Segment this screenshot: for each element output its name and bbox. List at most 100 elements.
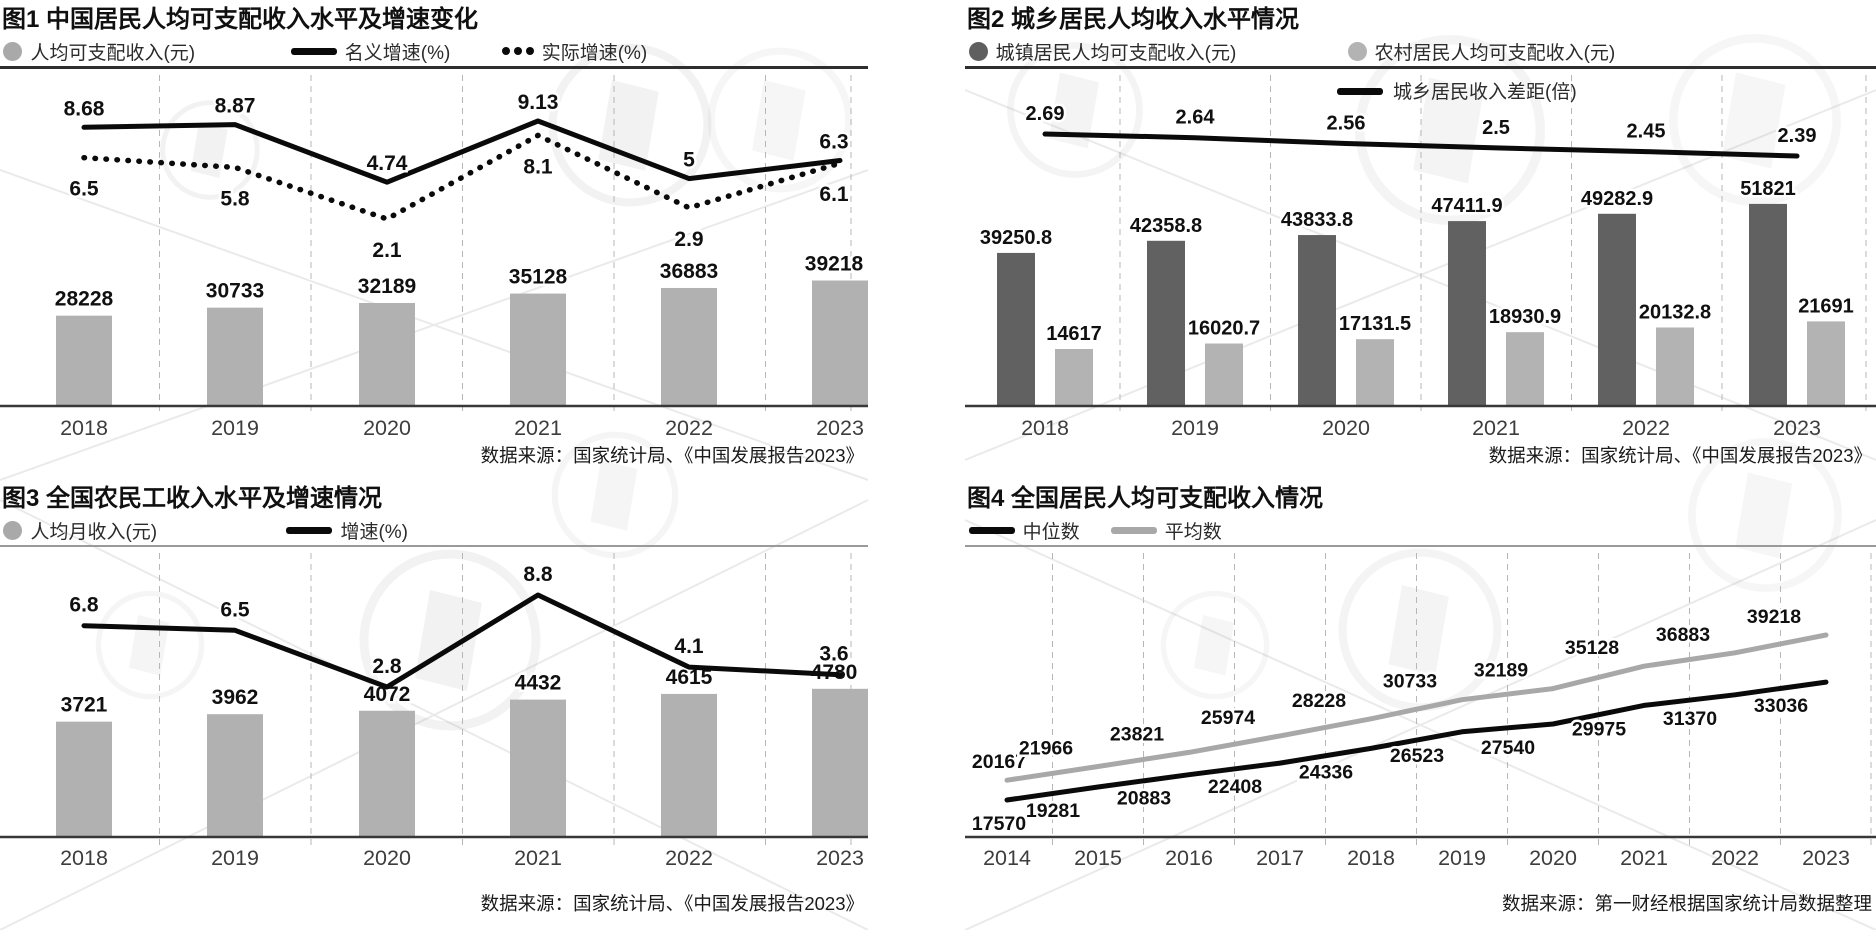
year-label: 2023	[816, 846, 864, 870]
year-label: 2020	[1529, 846, 1577, 870]
chart2-source: 数据来源：国家统计局、《中国发展报告2023》	[965, 442, 1876, 468]
line-value-label: 2.5	[1482, 117, 1510, 139]
line-value-label: 26523	[1390, 745, 1444, 767]
legend-label: 平均数	[1164, 521, 1222, 543]
line-value-label: 30733	[1383, 671, 1437, 693]
year-label: 2019	[1171, 416, 1219, 439]
legend-item: 人均月收入(元)	[3, 518, 158, 543]
line-value-label: 17570	[972, 813, 1026, 835]
chart2-title: 图2 城乡居民人均收入水平情况	[967, 6, 1300, 33]
line-value-label: 8.87	[215, 95, 256, 118]
line-value-label: 29975	[1572, 718, 1626, 740]
bar	[1147, 240, 1185, 406]
bar	[207, 307, 263, 406]
year-label: 2020	[1322, 416, 1370, 439]
line-value-label: 2.8	[372, 655, 402, 678]
year-label: 2022	[665, 846, 713, 870]
year-label: 2014	[983, 846, 1031, 870]
bar	[510, 699, 566, 837]
legend-label: 农村居民人均可支配收入(元)	[1374, 42, 1616, 64]
bar-value-label: 49282.9	[1581, 188, 1653, 210]
year-label: 2020	[363, 416, 411, 439]
line-value-label: 33036	[1754, 695, 1808, 717]
year-label: 2022	[665, 416, 713, 439]
bar	[207, 714, 263, 837]
line-value-label: 8.68	[64, 97, 105, 120]
line-series	[81, 118, 843, 185]
legend-item: 农村居民人均可支配收入(元)	[1347, 39, 1616, 64]
bar-value-label: 42358.8	[1130, 215, 1202, 237]
bar	[1205, 343, 1243, 406]
bar	[56, 721, 112, 837]
chart3-legend: 人均月收入(元) 增速(%)	[0, 518, 868, 545]
chart3-title: 图3 全国农民工收入水平及增速情况	[2, 485, 383, 512]
bar	[812, 688, 868, 837]
chart2-legend: 城镇居民人均可支配收入(元) 农村居民人均可支配收入(元)	[965, 39, 1876, 66]
line-value-label: 21966	[1019, 737, 1073, 759]
dot-swatch-icon	[968, 41, 988, 61]
bar-value-label: 4432	[515, 672, 562, 695]
line-series	[1004, 679, 1829, 803]
year-label: 2021	[514, 416, 562, 439]
bar	[1055, 348, 1093, 406]
line-value-label: 2.64	[1176, 107, 1216, 129]
bar	[1298, 235, 1336, 406]
line-value-label: 4.1	[674, 635, 704, 658]
dot-swatch-icon	[3, 41, 23, 61]
bar	[1356, 339, 1394, 406]
chart1-source: 数据来源：国家统计局、《中国发展报告2023》	[0, 442, 868, 468]
line-value-label: 32189	[1474, 660, 1528, 682]
line-value-label: 5	[683, 149, 695, 172]
chart3-plot-area: 3721 3962 4072 4432 4615 4780 6.8 6.5 2.8 8.8 4.1 3…	[0, 545, 868, 887]
year-label: 2023	[1802, 846, 1850, 870]
legend-item: 城镇居民人均可支配收入(元)	[968, 39, 1236, 64]
bar-value-label: 14617	[1046, 323, 1102, 345]
chart1-title: 图1 中国居民人均可支配收入水平及增速变化	[2, 6, 479, 33]
line-swatch-icon	[286, 526, 333, 534]
chart2-plot: 39250.8 42358.8 43833.8 47411.9 49282.9 51821…	[965, 75, 1876, 439]
line-series	[1042, 131, 1800, 159]
chart1-plot: 28228 30733 32189 35128 36883 39218 8.68 8.87 4.…	[0, 75, 868, 439]
bar-value-label: 47411.9	[1431, 195, 1502, 217]
line-value-label: 2.45	[1627, 121, 1666, 143]
year-label: 2016	[1165, 846, 1213, 870]
line-value-label: 6.8	[69, 594, 99, 617]
year-label: 2018	[1347, 846, 1395, 870]
line-value-label: 2.1	[372, 239, 402, 262]
chart3-source-text: 数据来源：国家统计局、《中国发展报告2023》	[480, 893, 864, 914]
legend-item: 平均数	[1110, 518, 1222, 543]
line-value-label: 2.56	[1327, 113, 1366, 135]
line-value-label: 6.5	[69, 178, 99, 201]
year-label: 2022	[1622, 416, 1670, 439]
legend-label: 中位数	[1022, 521, 1080, 543]
chart2-source-text: 数据来源：国家统计局、《中国发展报告2023》	[1488, 445, 1872, 466]
chart4-source-text: 数据来源：第一财经根据国家统计局数据整理	[1501, 893, 1872, 914]
dotted-line-series	[81, 132, 843, 222]
chart2-panel: 图2 城乡居民人均收入水平情况 城镇居民人均可支配收入(元) 农村居民人均可支配收…	[965, 0, 1876, 467]
legend-label: 人均月收入(元)	[30, 521, 158, 543]
bar	[1448, 221, 1486, 406]
year-label: 2023	[816, 416, 864, 439]
line-value-label: 6.3	[819, 130, 848, 153]
chart1-legend: 人均可支配收入(元) 名义增速(%) 实际增速(%)	[0, 39, 868, 66]
legend-label: 名义增速(%)	[344, 42, 451, 64]
chart1-plot-area: 28228 30733 32189 35128 36883 39218 8.68 8.87 4.…	[0, 66, 868, 439]
line-swatch-icon	[1337, 88, 1383, 95]
bar	[997, 252, 1035, 406]
bar	[56, 315, 112, 406]
bar-value-label: 3962	[212, 686, 259, 709]
dot-swatch-icon	[1347, 41, 1367, 61]
line-value-label: 6.1	[819, 183, 849, 206]
year-label: 2019	[1438, 846, 1486, 870]
line-value-label: 28228	[1292, 690, 1346, 712]
bar	[1807, 321, 1845, 406]
legend-item: 增速(%)	[286, 518, 408, 543]
line-swatch-icon	[1110, 526, 1157, 534]
legend-label: 人均可支配收入(元)	[30, 42, 196, 64]
chart3-panel: 图3 全国农民工收入水平及增速情况 人均月收入(元) 增速(%) 3721 3962…	[0, 467, 868, 930]
line-value-label: 20883	[1117, 788, 1171, 810]
chart2-plot-area: 39250.8 42358.8 43833.8 47411.9 49282.9 51821…	[965, 66, 1876, 439]
chart1-source-text: 数据来源：国家统计局、《中国发展报告2023》	[480, 445, 864, 466]
